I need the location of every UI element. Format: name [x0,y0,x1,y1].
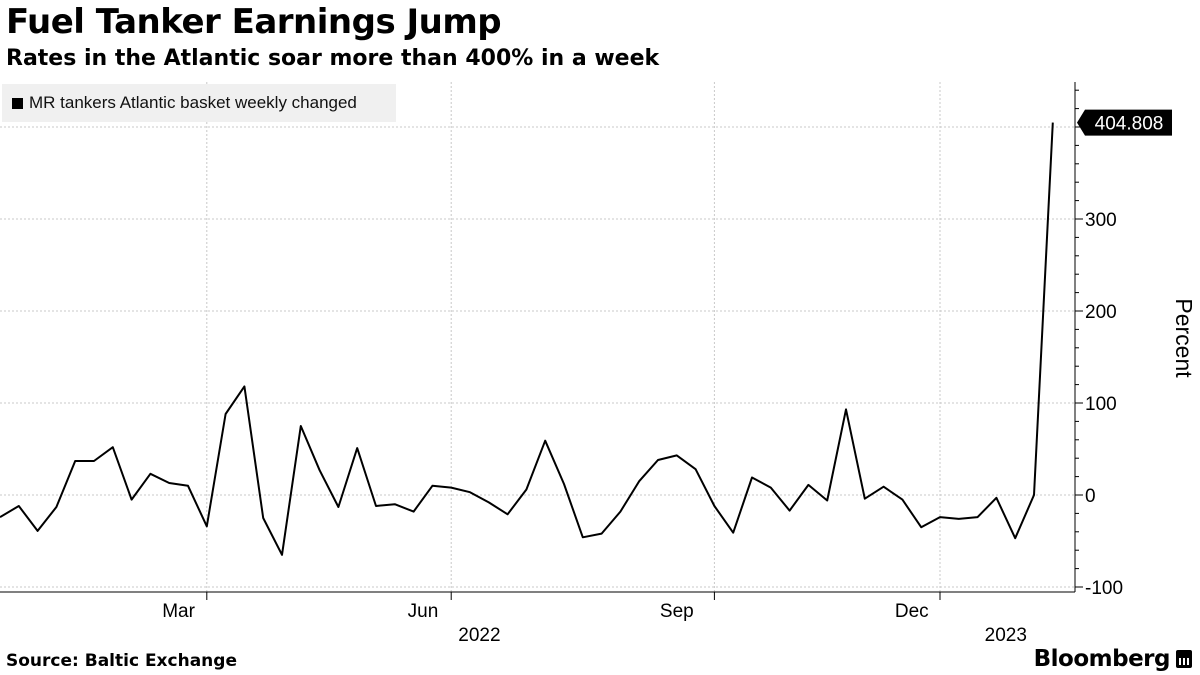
chart-subtitle: Rates in the Atlantic soar more than 400… [6,46,660,71]
x-year-label: 2023 [985,625,1027,646]
y-tick-label: 0 [1085,486,1096,507]
x-tick-label: Dec [895,601,929,622]
chart-title: Fuel Tanker Earnings Jump [6,2,502,42]
y-tick-label: 300 [1085,210,1117,231]
callout-box [1077,109,1172,136]
x-tick-label: Jun [408,601,439,622]
legend-label: MR tankers Atlantic basket weekly change… [29,93,357,112]
last-value-callout: 404.808 [1077,109,1172,136]
y-axis-label: Percent [1171,298,1197,378]
brand-logo: Bloomberg [1034,646,1192,672]
legend-swatch [12,97,23,109]
source-note: Source: Baltic Exchange [6,651,237,671]
bloomberg-terminal-icon [1176,650,1192,668]
callout-label: 404.808 [1095,114,1164,135]
x-tick-label: Mar [162,601,195,622]
y-tick-label: 100 [1085,394,1117,415]
legend: MR tankers Atlantic basket weekly change… [2,84,396,122]
y-tick-label: 200 [1085,302,1117,323]
brand-name: Bloomberg [1033,646,1171,672]
y-tick-label: -100 [1085,578,1123,599]
x-year-label: 2022 [458,625,500,646]
series-line [0,122,1054,556]
x-tick-label: Sep [660,601,694,622]
